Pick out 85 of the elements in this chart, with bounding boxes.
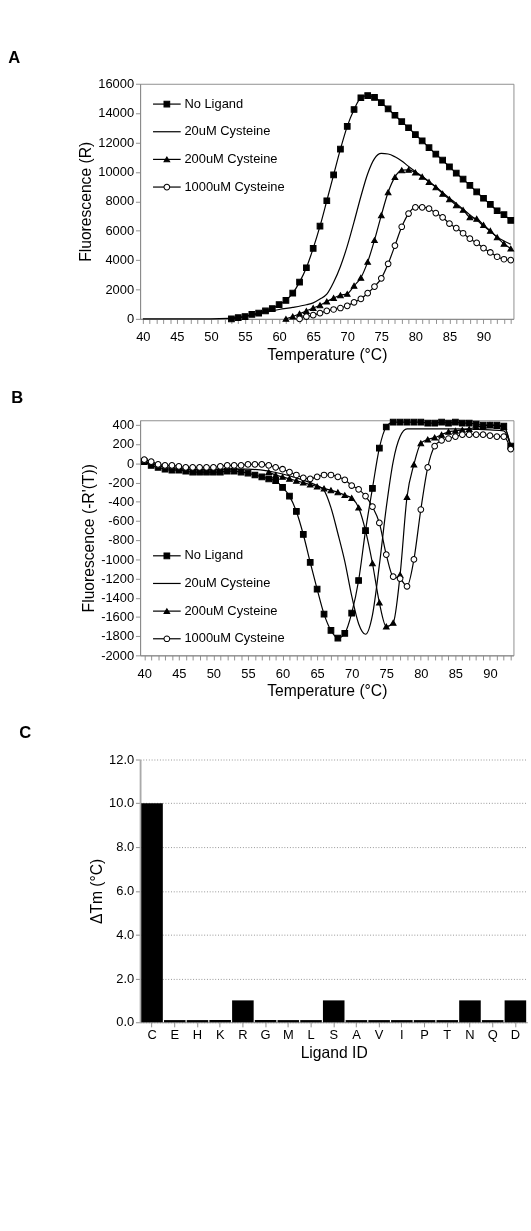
x-tick-label: 45 xyxy=(170,329,185,345)
x-tick-label: 70 xyxy=(340,329,355,345)
y-tick-label: 2.0 xyxy=(116,970,135,986)
y-tick-label: 4.0 xyxy=(116,926,135,942)
y-tick-label: -1800 xyxy=(101,628,135,644)
y-tick-label: 14000 xyxy=(98,105,135,121)
legend-label: No Ligand xyxy=(184,547,244,563)
y-tick-label: -800 xyxy=(108,532,135,548)
y-tick-label: 400 xyxy=(112,417,135,433)
y-tick-label: -1600 xyxy=(101,609,135,625)
y-tick-label: 10000 xyxy=(98,164,135,180)
legend-label: 200uM Cysteine xyxy=(184,602,278,618)
x-tick-label: 40 xyxy=(137,665,152,681)
x-tick-label: H xyxy=(192,1027,203,1043)
y-axis-title: ΔTm (°C) xyxy=(87,858,105,925)
x-axis-title: Temperature (°C) xyxy=(267,682,388,700)
x-tick-label: S xyxy=(329,1027,339,1043)
x-tick-label: 40 xyxy=(136,329,151,345)
x-tick-label: P xyxy=(420,1027,429,1043)
x-tick-label: T xyxy=(443,1027,452,1043)
x-tick-label: 65 xyxy=(306,329,321,345)
x-tick-label: I xyxy=(400,1027,404,1043)
y-axis-title: Fluorescence (-R'(T)) xyxy=(79,464,97,613)
x-tick-label: A xyxy=(352,1027,362,1043)
x-tick-label: L xyxy=(307,1027,315,1043)
y-axis-title: Fluorescence (R) xyxy=(76,141,94,262)
y-tick-label: -2000 xyxy=(101,647,135,663)
y-tick-label: -600 xyxy=(108,513,135,529)
legend-label: 20uM Cysteine xyxy=(184,575,271,591)
y-tick-label: 12.0 xyxy=(109,751,135,767)
x-tick-label: 65 xyxy=(310,665,325,681)
x-tick-label: 55 xyxy=(238,329,253,345)
y-tick-label: 4000 xyxy=(105,252,135,268)
y-tick-label: 6.0 xyxy=(116,883,135,899)
x-tick-label: 60 xyxy=(275,665,291,681)
x-tick-label: 90 xyxy=(483,665,498,681)
y-tick-label: -400 xyxy=(108,494,135,509)
x-tick-label: 60 xyxy=(272,329,287,345)
x-tick-label: 45 xyxy=(172,665,187,681)
x-tick-label: D xyxy=(510,1027,521,1043)
x-tick-label: M xyxy=(282,1027,294,1043)
x-tick-label: 85 xyxy=(448,665,464,681)
x-tick-label: 70 xyxy=(344,665,360,681)
x-tick-label: 90 xyxy=(476,329,492,345)
legend-label: 1000uM Cysteine xyxy=(184,630,285,646)
x-axis-title: Ligand ID xyxy=(300,1043,368,1061)
y-tick-label: -1400 xyxy=(101,589,135,605)
x-tick-label: C xyxy=(147,1027,157,1043)
y-tick-label: 8000 xyxy=(105,193,135,209)
y-tick-label: 6000 xyxy=(105,222,135,238)
legend-label: 1000uM Cysteine xyxy=(184,178,285,194)
x-tick-label: 75 xyxy=(379,665,394,681)
chart-title: A xyxy=(8,47,21,67)
x-tick-label: 50 xyxy=(204,329,219,345)
x-tick-label: 80 xyxy=(414,665,429,681)
y-tick-label: 200 xyxy=(112,436,135,452)
y-tick-label: -1000 xyxy=(101,551,135,567)
legend-label: 200uM Cysteine xyxy=(184,151,278,167)
y-tick-label: 0.0 xyxy=(116,1014,135,1030)
x-axis-title: Temperature (°C) xyxy=(267,345,388,363)
chart-title: B xyxy=(11,387,24,407)
legend-label: No Ligand xyxy=(184,95,244,111)
x-tick-label: G xyxy=(260,1027,271,1043)
x-tick-label: 55 xyxy=(241,665,256,681)
x-tick-label: 75 xyxy=(374,329,389,345)
legend-label: 20uM Cysteine xyxy=(184,123,271,139)
x-tick-label: K xyxy=(215,1027,225,1043)
x-tick-label: N xyxy=(465,1027,475,1043)
chart-title: C xyxy=(19,723,32,743)
y-tick-label: 0 xyxy=(126,455,135,471)
y-tick-label: 12000 xyxy=(98,134,135,150)
x-tick-label: 80 xyxy=(408,329,424,345)
y-tick-label: -200 xyxy=(108,474,135,490)
y-tick-label: 10.0 xyxy=(109,795,135,811)
x-tick-label: V xyxy=(374,1027,384,1043)
y-tick-label: -1200 xyxy=(101,570,135,586)
x-tick-label: E xyxy=(170,1027,180,1043)
y-tick-label: 2000 xyxy=(105,281,135,297)
y-tick-label: 0 xyxy=(126,311,135,327)
x-tick-label: 85 xyxy=(442,329,458,345)
x-tick-label: 50 xyxy=(206,665,222,681)
y-tick-label: 8.0 xyxy=(116,839,135,855)
x-tick-label: Q xyxy=(487,1027,498,1043)
x-tick-label: R xyxy=(238,1027,248,1043)
y-tick-label: 16000 xyxy=(98,75,135,91)
